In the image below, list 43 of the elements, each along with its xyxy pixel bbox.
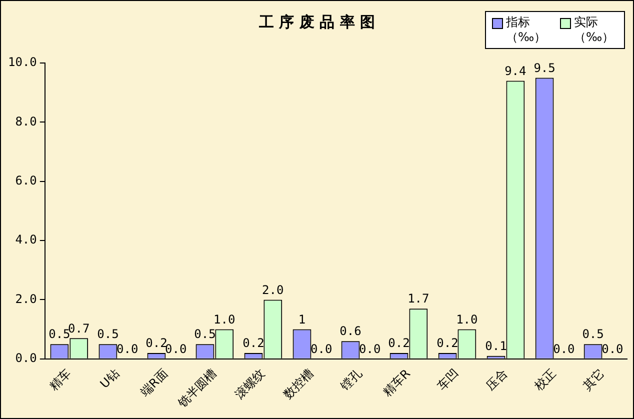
x-tick-label: 精车 [46,366,74,394]
data-label: 0.0 [553,342,575,356]
data-label: 1 [298,312,306,326]
y-tick-label: 4.0 [15,232,37,247]
x-tick-label: 镗孔 [336,366,365,394]
y-tick-label: 10.0 [8,55,37,70]
data-label: 9.5 [534,60,556,75]
data-label: 0.0 [116,342,138,356]
data-label: 0.1 [485,339,507,354]
x-tick-label: 精车R [380,366,414,400]
data-label: 9.4 [504,64,526,78]
x-tick-label: U钻 [97,366,122,392]
data-label: 0.0 [310,342,332,356]
data-label: 1.7 [408,292,430,306]
data-label: 0.6 [340,324,362,338]
y-tick-label: 0.0 [15,351,37,365]
y-tick-label: 6.0 [15,173,37,188]
x-tick-label: 滚螺纹 [232,366,268,402]
data-label: 0.0 [602,342,624,356]
x-tick-label: 铣半圆槽 [174,366,220,411]
data-label: 0.2 [436,336,458,350]
y-tick-label: 8.0 [15,114,37,128]
legend-label: 指标（‰） [506,15,548,45]
x-tick-label: 数控槽 [280,366,316,402]
data-label: 1.0 [456,312,478,326]
data-label: 0.5 [582,327,604,342]
data-label: 0.7 [68,321,90,336]
x-tick-label: 车凹 [434,366,462,394]
data-label: 0.5 [194,327,216,342]
x-tick-label: 压合 [483,366,510,394]
x-tick-label: 其它 [580,366,608,394]
data-label: 0.2 [242,336,264,350]
data-label: 0.5 [97,327,119,342]
legend-label: 实际（‰） [574,15,616,45]
data-label: 2.0 [262,282,284,297]
x-tick-label: 端R面 [138,366,170,400]
chart-title: 工 序 废 品 率 图 [258,13,376,31]
y-tick-label: 2.0 [15,292,37,306]
x-tick-label: 校正 [530,366,559,394]
data-label: 1.0 [214,312,236,326]
data-label: 0.0 [165,342,187,356]
data-label: 0.0 [359,342,381,356]
data-label: 0.2 [388,336,410,350]
